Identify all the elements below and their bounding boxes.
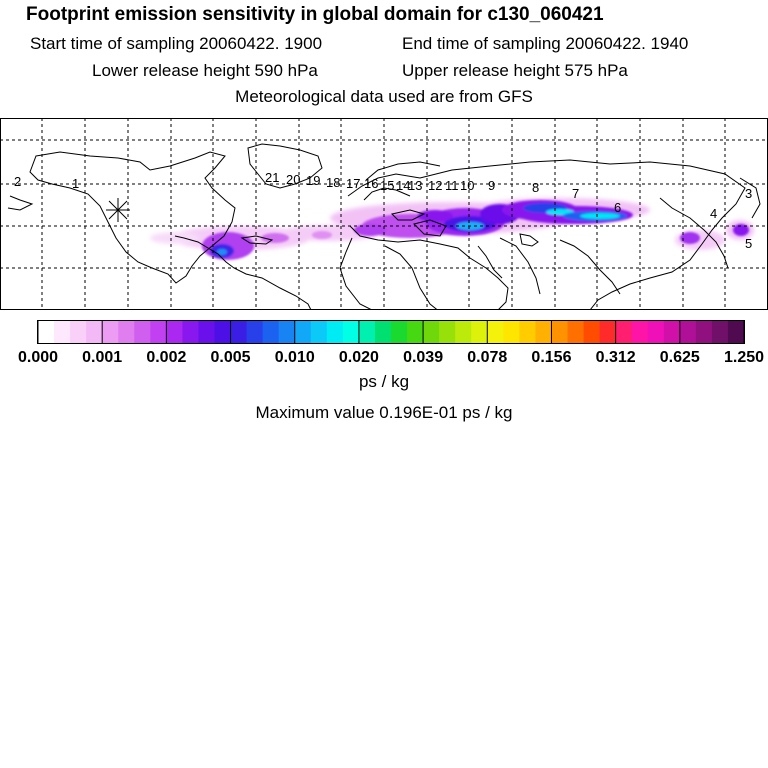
colorbar-cell [471,321,488,343]
colorbar-cell [487,321,504,343]
colorbar-cell [230,321,248,343]
upper-release-height-label: Upper release height 575 hPa [402,61,628,80]
colorbar-cell [519,321,537,343]
colorbar-cell [278,321,296,343]
colorbar-tick-label: 1.250 [724,349,764,366]
colorbar-cell [391,321,408,343]
trajectory-label-11: 11 [445,178,459,193]
colorbar-tick-label: 0.078 [467,349,507,366]
colorbar-cell [374,321,392,343]
trajectory-label-16: 16 [364,176,378,191]
colorbar-tick-labels: 0.000 0.001 0.002 0.005 0.010 0.020 0.039 0.078… [18,349,764,366]
colorbar-cell [86,321,103,343]
colorbar-cell [102,321,119,343]
colorbar-cell [294,321,312,343]
trajectory-label-5: 5 [745,236,752,251]
met-data-label: Meteorological data used are from GFS [235,87,533,106]
colorbar-tick-label: 0.156 [531,349,571,366]
colorbar: 0.000 0.001 0.002 0.005 0.010 0.020 0.039 0.078… [18,320,764,366]
colorbar-cell [150,321,167,343]
colorbar-cell [551,321,569,343]
colorbar-tick-label: 0.002 [146,349,186,366]
colorbar-cell [246,321,264,343]
colorbar-cell [38,321,55,343]
trajectory-label-6: 6 [614,200,621,215]
trajectory-label-9: 9 [488,178,495,193]
colorbar-ticks [37,321,745,343]
colorbar-cell [182,321,200,343]
trajectory-label-1: 1 [72,176,79,191]
trajectory-label-7: 7 [572,186,579,201]
maximum-value-label: Maximum value 0.196E-01 ps / kg [255,403,513,422]
colorbar-tick-label: 0.001 [82,349,122,366]
trajectory-label-20: 20 [286,172,300,187]
colorbar-cell [599,321,617,343]
trajectory-label-3: 3 [745,186,752,201]
colorbar-cells [38,321,745,343]
colorbar-cell [615,321,633,343]
colorbar-tick-label: 0.020 [339,349,379,366]
colorbar-cell [567,321,585,343]
colorbar-cell [262,321,280,343]
colorbar-cell [310,321,328,343]
release-point-star-icon [106,198,130,222]
colorbar-cell [118,321,135,343]
colorbar-cell [166,321,184,343]
trajectory-label-13: 13 [408,178,422,193]
colorbar-tick-label: 0.005 [211,349,251,366]
colorbar-tick-label: 0.625 [660,349,700,366]
colorbar-cell [214,321,232,343]
start-time-label: Start time of sampling 20060422. 1900 [30,34,323,53]
colorbar-cell [631,321,649,343]
colorbar-tick-label: 0.010 [275,349,315,366]
colorbar-cell [358,321,376,343]
colorbar-cell [663,321,681,343]
trajectory-label-2: 2 [14,174,21,189]
colorbar-cell [198,321,216,343]
colorbar-cell [70,321,87,343]
sensitivity-field [150,198,754,260]
colorbar-cell [647,321,665,343]
colorbar-cell [326,321,344,343]
trajectory-label-12: 12 [428,178,442,193]
colorbar-tick-label: 0.039 [403,349,443,366]
lat-lon-grid [0,118,768,310]
colorbar-cell [695,321,713,343]
trajectory-label-15: 15 [380,178,394,193]
colorbar-cell [407,321,424,343]
colorbar-cell [342,321,360,343]
colorbar-cell [439,321,456,343]
lower-release-height-label: Lower release height 590 hPa [92,61,318,80]
colorbar-unit: ps / kg [358,372,410,391]
colorbar-cell [583,321,601,343]
colorbar-cell [455,321,472,343]
trajectory-label-21: 21 [265,170,279,185]
trajectory-label-17: 17 [346,176,360,191]
colorbar-cell [134,321,151,343]
colorbar-cell [727,321,745,343]
trajectory-label-14: 14 [396,178,410,193]
colorbar-cell [711,321,729,343]
trajectory-label-8: 8 [532,180,539,195]
colorbar-cell [503,321,520,343]
colorbar-cell [54,321,71,343]
colorbar-cell [423,321,440,343]
colorbar-tick-label: 0.000 [18,349,58,366]
trajectory-label-10: 10 [460,178,474,193]
trajectory-label-19: 19 [306,173,320,188]
trajectory-label-4: 4 [710,206,717,221]
colorbar-cell [679,321,697,343]
colorbar-cell [535,321,553,343]
colorbar-tick-label: 0.312 [596,349,636,366]
end-time-label: End time of sampling 20060422. 1940 [402,34,689,53]
trajectory-label-18: 18 [326,175,340,190]
plot-title: Footprint emission sensitivity in global… [26,4,604,25]
